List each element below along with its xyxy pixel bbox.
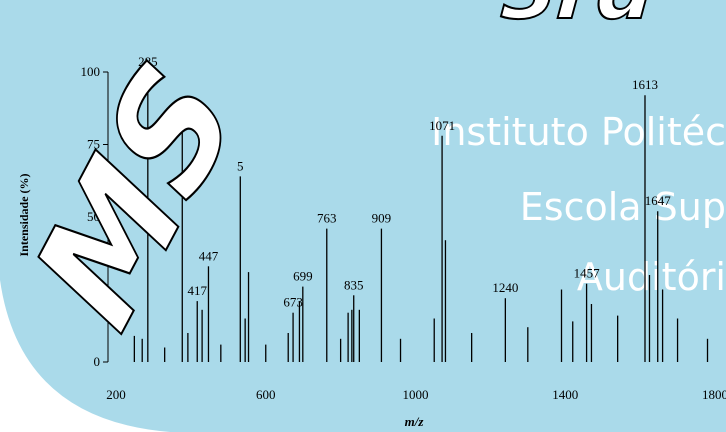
peak-label: 417	[187, 283, 207, 298]
y-axis-label: Intensidade (%)	[17, 173, 31, 256]
x-tick-label: 600	[256, 387, 276, 402]
y-tick-label: 0	[94, 354, 101, 369]
peak-label: 1240	[492, 280, 518, 295]
x-tick-label: 200	[106, 387, 126, 402]
peak-label: 835	[344, 277, 364, 292]
peak-label: 377	[173, 106, 193, 121]
peak-label: 1613	[632, 77, 658, 92]
plot: 0 25 50 75 100 200 600 1000 1400 1800 285 377 417 447…	[81, 54, 726, 402]
y-tick-label: 75	[87, 137, 100, 152]
overlay-line: Instituto Politéc	[431, 110, 726, 154]
x-tick-label: 1800	[702, 387, 726, 402]
y-tick-label: 25	[87, 282, 100, 297]
peak-label: 1647	[645, 193, 672, 208]
edition: 3rd	[490, 0, 667, 38]
x-tick-label: 1000	[403, 387, 429, 402]
peak-label: 1457	[574, 266, 601, 281]
peak-label: 285	[138, 54, 158, 69]
y-tick-label: 50	[87, 209, 100, 224]
overlay-line: Escola Sup	[520, 185, 726, 229]
peak-label: 673	[283, 295, 303, 310]
peak-label: 447	[199, 248, 219, 263]
peak-label: 699	[293, 269, 313, 284]
peak-label: 909	[372, 211, 392, 226]
x-axis-label: m/z	[405, 414, 425, 429]
peak-label: 5	[237, 158, 244, 173]
overlay-line: Auditóri	[577, 255, 726, 299]
peak-label: 763	[317, 211, 337, 226]
x-tick-label: 1400	[552, 387, 578, 402]
peak-label: 1071	[429, 118, 455, 133]
y-tick-label: 100	[81, 64, 101, 79]
